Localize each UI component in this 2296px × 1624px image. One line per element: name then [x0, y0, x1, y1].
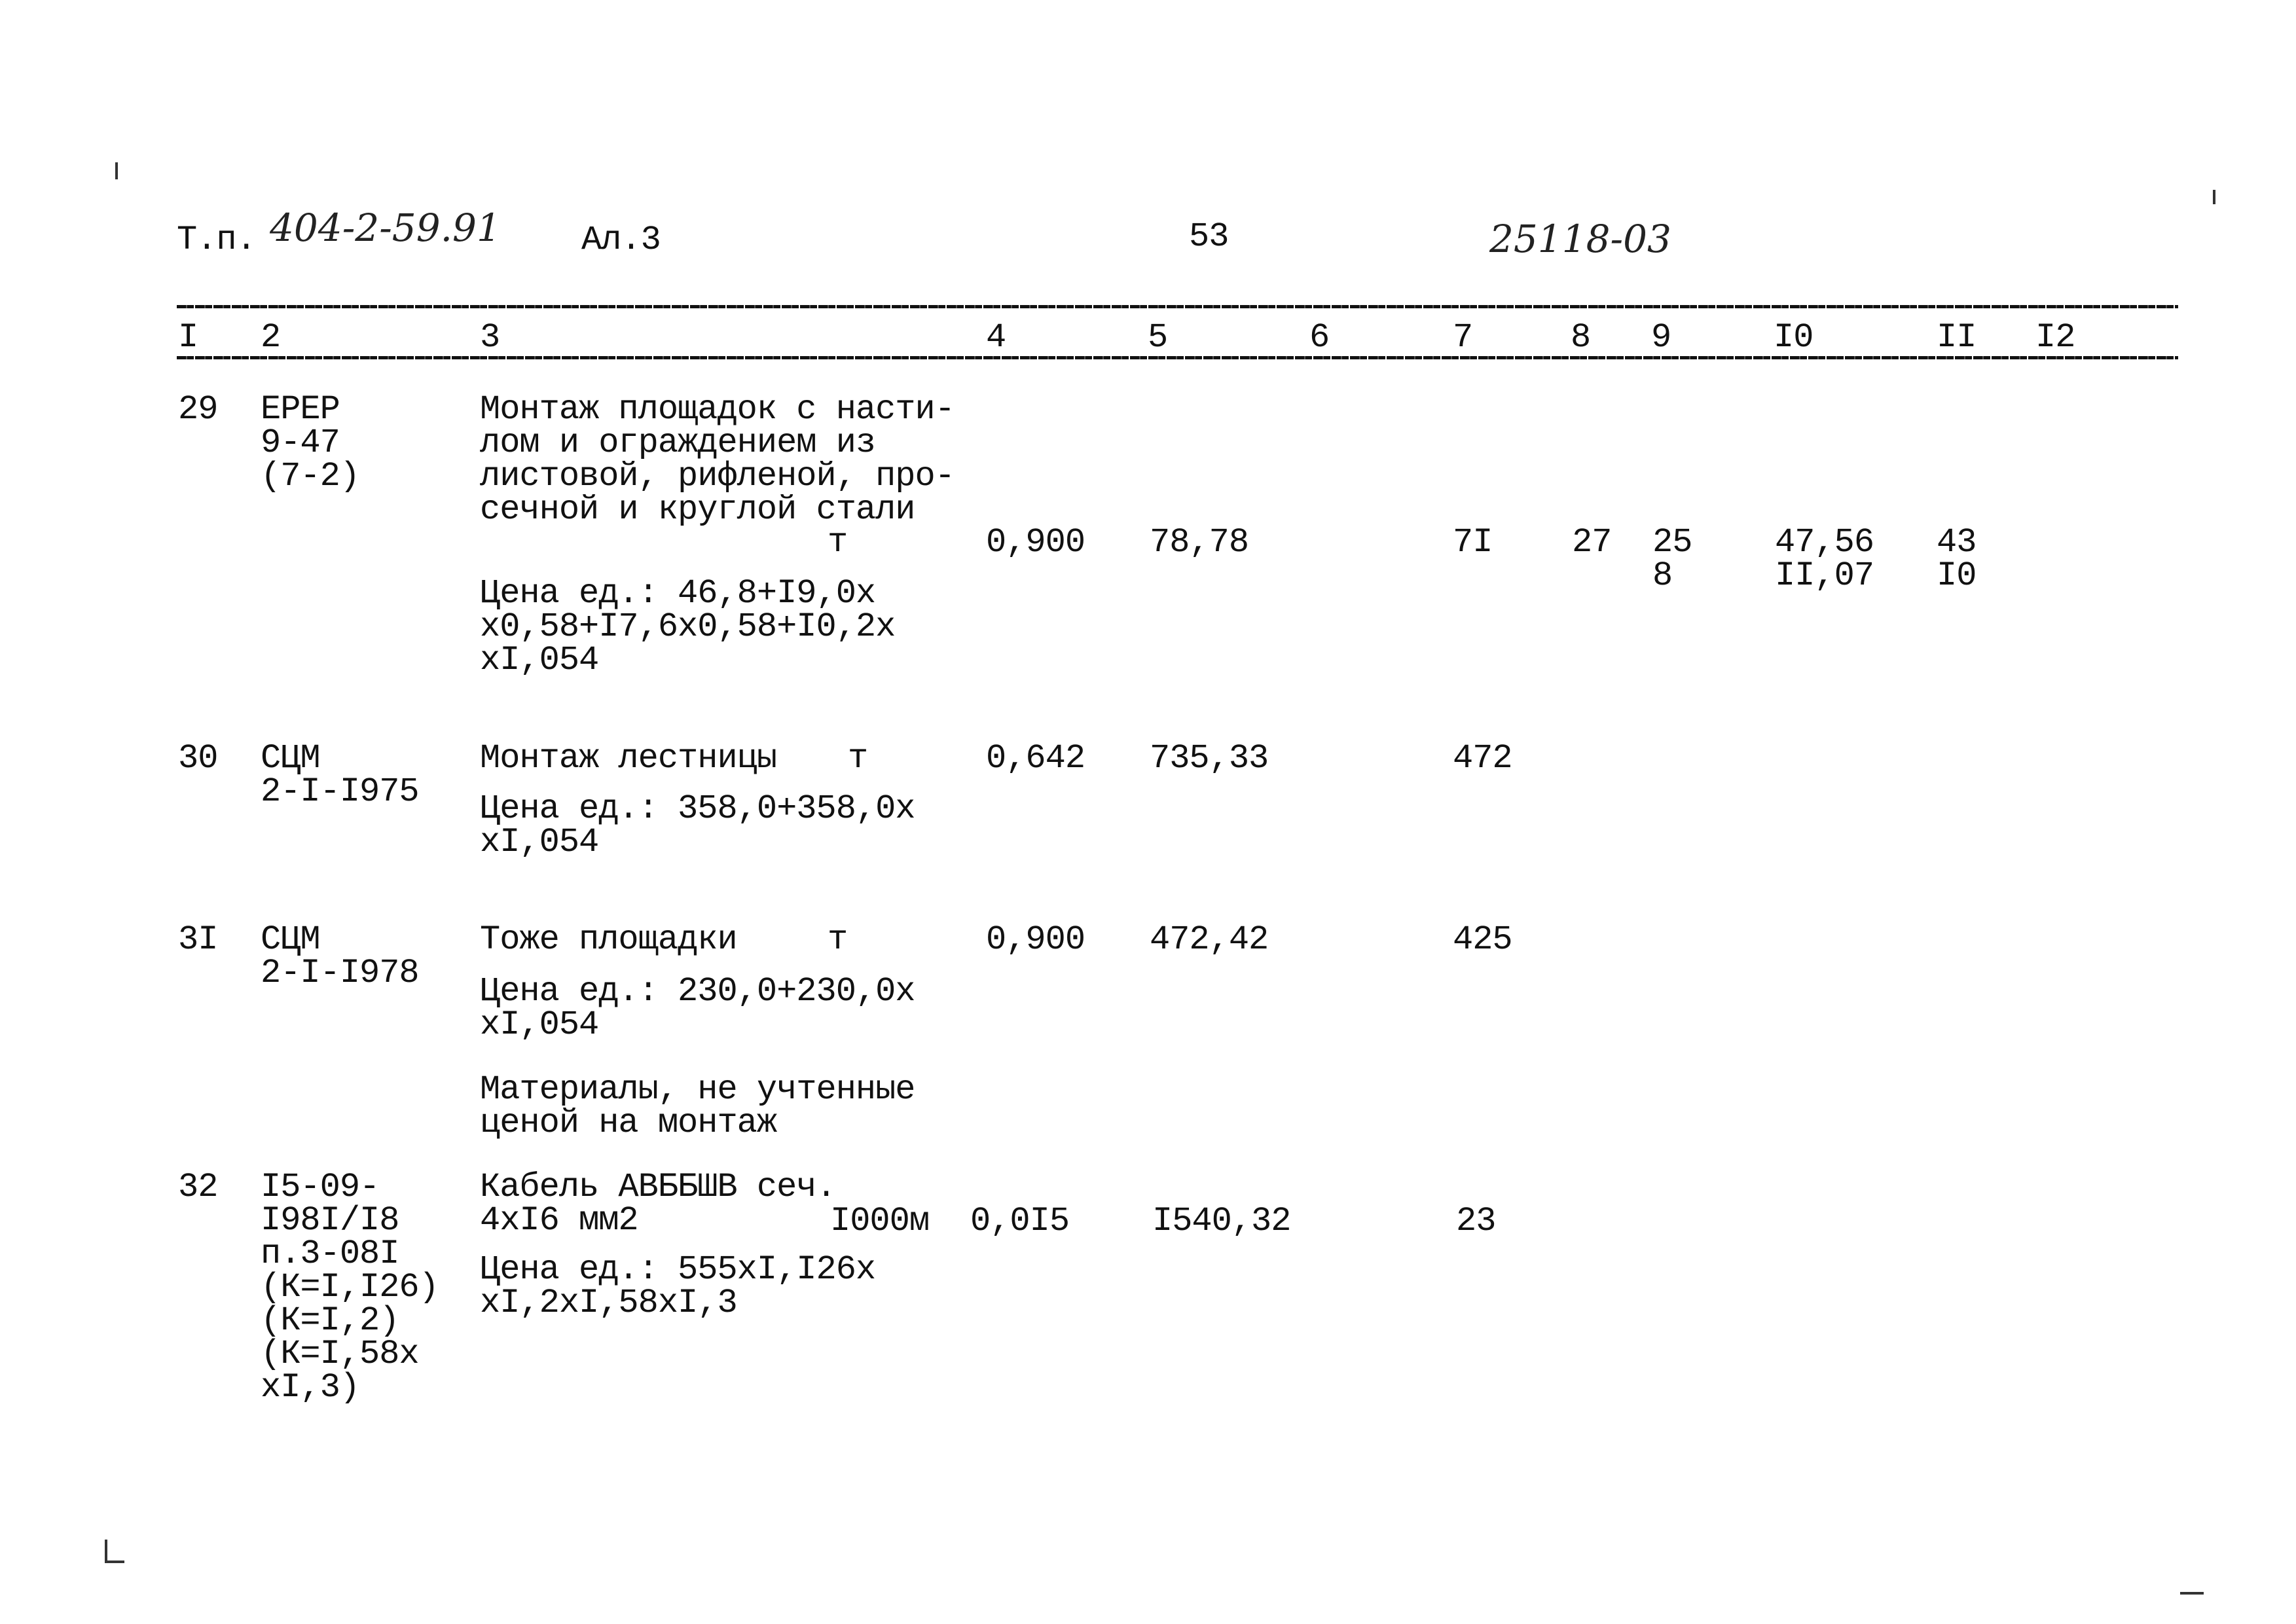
unit: т: [828, 920, 848, 959]
work-description: Тоже площадки: [480, 920, 738, 959]
col7-value: 7I: [1453, 523, 1493, 562]
col9-value: 25 8: [1652, 523, 1692, 595]
unit: I000м: [830, 1202, 930, 1240]
quantity: 0,900: [986, 920, 1085, 959]
column-header: I2: [2035, 318, 2075, 357]
column-header: II: [1937, 318, 1977, 357]
quantity: 0,900: [986, 523, 1085, 562]
corner-mark-bottom-left-h: [105, 1561, 124, 1563]
column-header: 5: [1148, 318, 1168, 357]
unit-cost: I540,32: [1152, 1202, 1291, 1240]
work-description: Кабель АВББШВ сеч. 4хI6 мм2: [480, 1168, 837, 1240]
corner-mark-bottom-left: [105, 1540, 107, 1562]
column-header: 9: [1651, 318, 1671, 357]
corner-mark-bottom-right: [2180, 1592, 2204, 1595]
project-number-handwritten: 404-2-59.91: [270, 206, 501, 250]
price-formula: Цена ед.: 46,8+I9,0х х0,58+I7,6х0,58+I0,…: [480, 574, 896, 679]
row-number: 32: [178, 1168, 218, 1206]
corner-mark-top-left: [115, 162, 118, 179]
unit-cost: 472,42: [1150, 920, 1269, 959]
unit: т: [828, 523, 848, 562]
corner-mark-top-right: [2213, 190, 2215, 204]
norm-code: СЦМ 2-I-I978: [261, 920, 420, 992]
norm-code: ЕРЕР 9-47 (7-2): [261, 390, 360, 496]
column-header: I: [178, 318, 198, 357]
col10-value: 47,56 II,07: [1775, 523, 1874, 595]
col7-value: 472: [1453, 739, 1513, 778]
materials-note: Материалы, не учтенные ценой на монтаж: [480, 1070, 916, 1142]
album-label: Ал.3: [581, 221, 661, 259]
column-header: 7: [1453, 318, 1473, 357]
table-top-rule: [177, 305, 2178, 308]
price-formula: Цена ед.: 230,0+230,0х хI,054: [480, 972, 916, 1044]
row-number: 29: [178, 390, 218, 429]
unit-cost: 78,78: [1150, 523, 1249, 562]
column-header: 3: [480, 318, 500, 357]
column-header: 8: [1571, 318, 1591, 357]
table-header-rule: [177, 356, 2178, 359]
norm-code: СЦМ 2-I-I975: [261, 739, 420, 811]
column-header: 4: [986, 318, 1006, 357]
price-formula: Цена ед.: 358,0+358,0х хI,054: [480, 789, 916, 861]
doc-prefix: Т.п.: [177, 221, 257, 259]
col11-value: 43 I0: [1937, 523, 1977, 595]
unit-cost: 735,33: [1150, 739, 1269, 778]
quantity: 0,642: [986, 739, 1085, 778]
row-number: 30: [178, 739, 218, 778]
price-formula: Цена ед.: 555хI,I26х хI,2хI,58хI,3: [480, 1250, 876, 1322]
column-header: 6: [1309, 318, 1330, 357]
row-number: 3I: [178, 920, 218, 959]
col7-value: 23: [1456, 1202, 1496, 1240]
unit: т: [848, 739, 868, 778]
col8-value: 27: [1572, 523, 1612, 562]
column-header: 2: [261, 318, 281, 357]
quantity: 0,0I5: [970, 1202, 1070, 1240]
work-description: Монтаж лестницы: [480, 739, 777, 778]
col7-value: 425: [1453, 920, 1513, 959]
norm-code: I5-09- I98I/I8 п.3-08I (К=I,I26) (К=I,2)…: [261, 1168, 439, 1407]
work-description: Монтаж площадок с насти- лом и ограждени…: [480, 390, 955, 529]
page-number: 53: [1189, 217, 1229, 256]
doc-code-handwritten: 25118-03: [1489, 217, 1671, 261]
column-header: I0: [1774, 318, 1813, 357]
